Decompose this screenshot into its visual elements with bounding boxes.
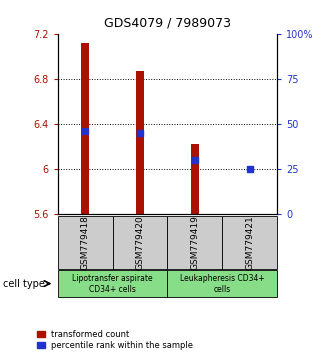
Text: Lipotransfer aspirate
CD34+ cells: Lipotransfer aspirate CD34+ cells bbox=[72, 274, 153, 293]
Legend: transformed count, percentile rank within the sample: transformed count, percentile rank withi… bbox=[37, 330, 193, 350]
Bar bbox=[136, 71, 144, 214]
Text: cell type: cell type bbox=[3, 279, 45, 289]
Text: GSM779418: GSM779418 bbox=[81, 215, 90, 270]
Title: GDS4079 / 7989073: GDS4079 / 7989073 bbox=[104, 17, 231, 30]
Text: GSM779421: GSM779421 bbox=[245, 215, 254, 270]
Bar bbox=[246, 213, 254, 214]
Bar bbox=[81, 43, 89, 214]
Text: GSM779419: GSM779419 bbox=[190, 215, 199, 270]
Bar bbox=[191, 144, 199, 214]
Text: GSM779420: GSM779420 bbox=[136, 215, 145, 270]
Text: Leukapheresis CD34+
cells: Leukapheresis CD34+ cells bbox=[180, 274, 265, 293]
